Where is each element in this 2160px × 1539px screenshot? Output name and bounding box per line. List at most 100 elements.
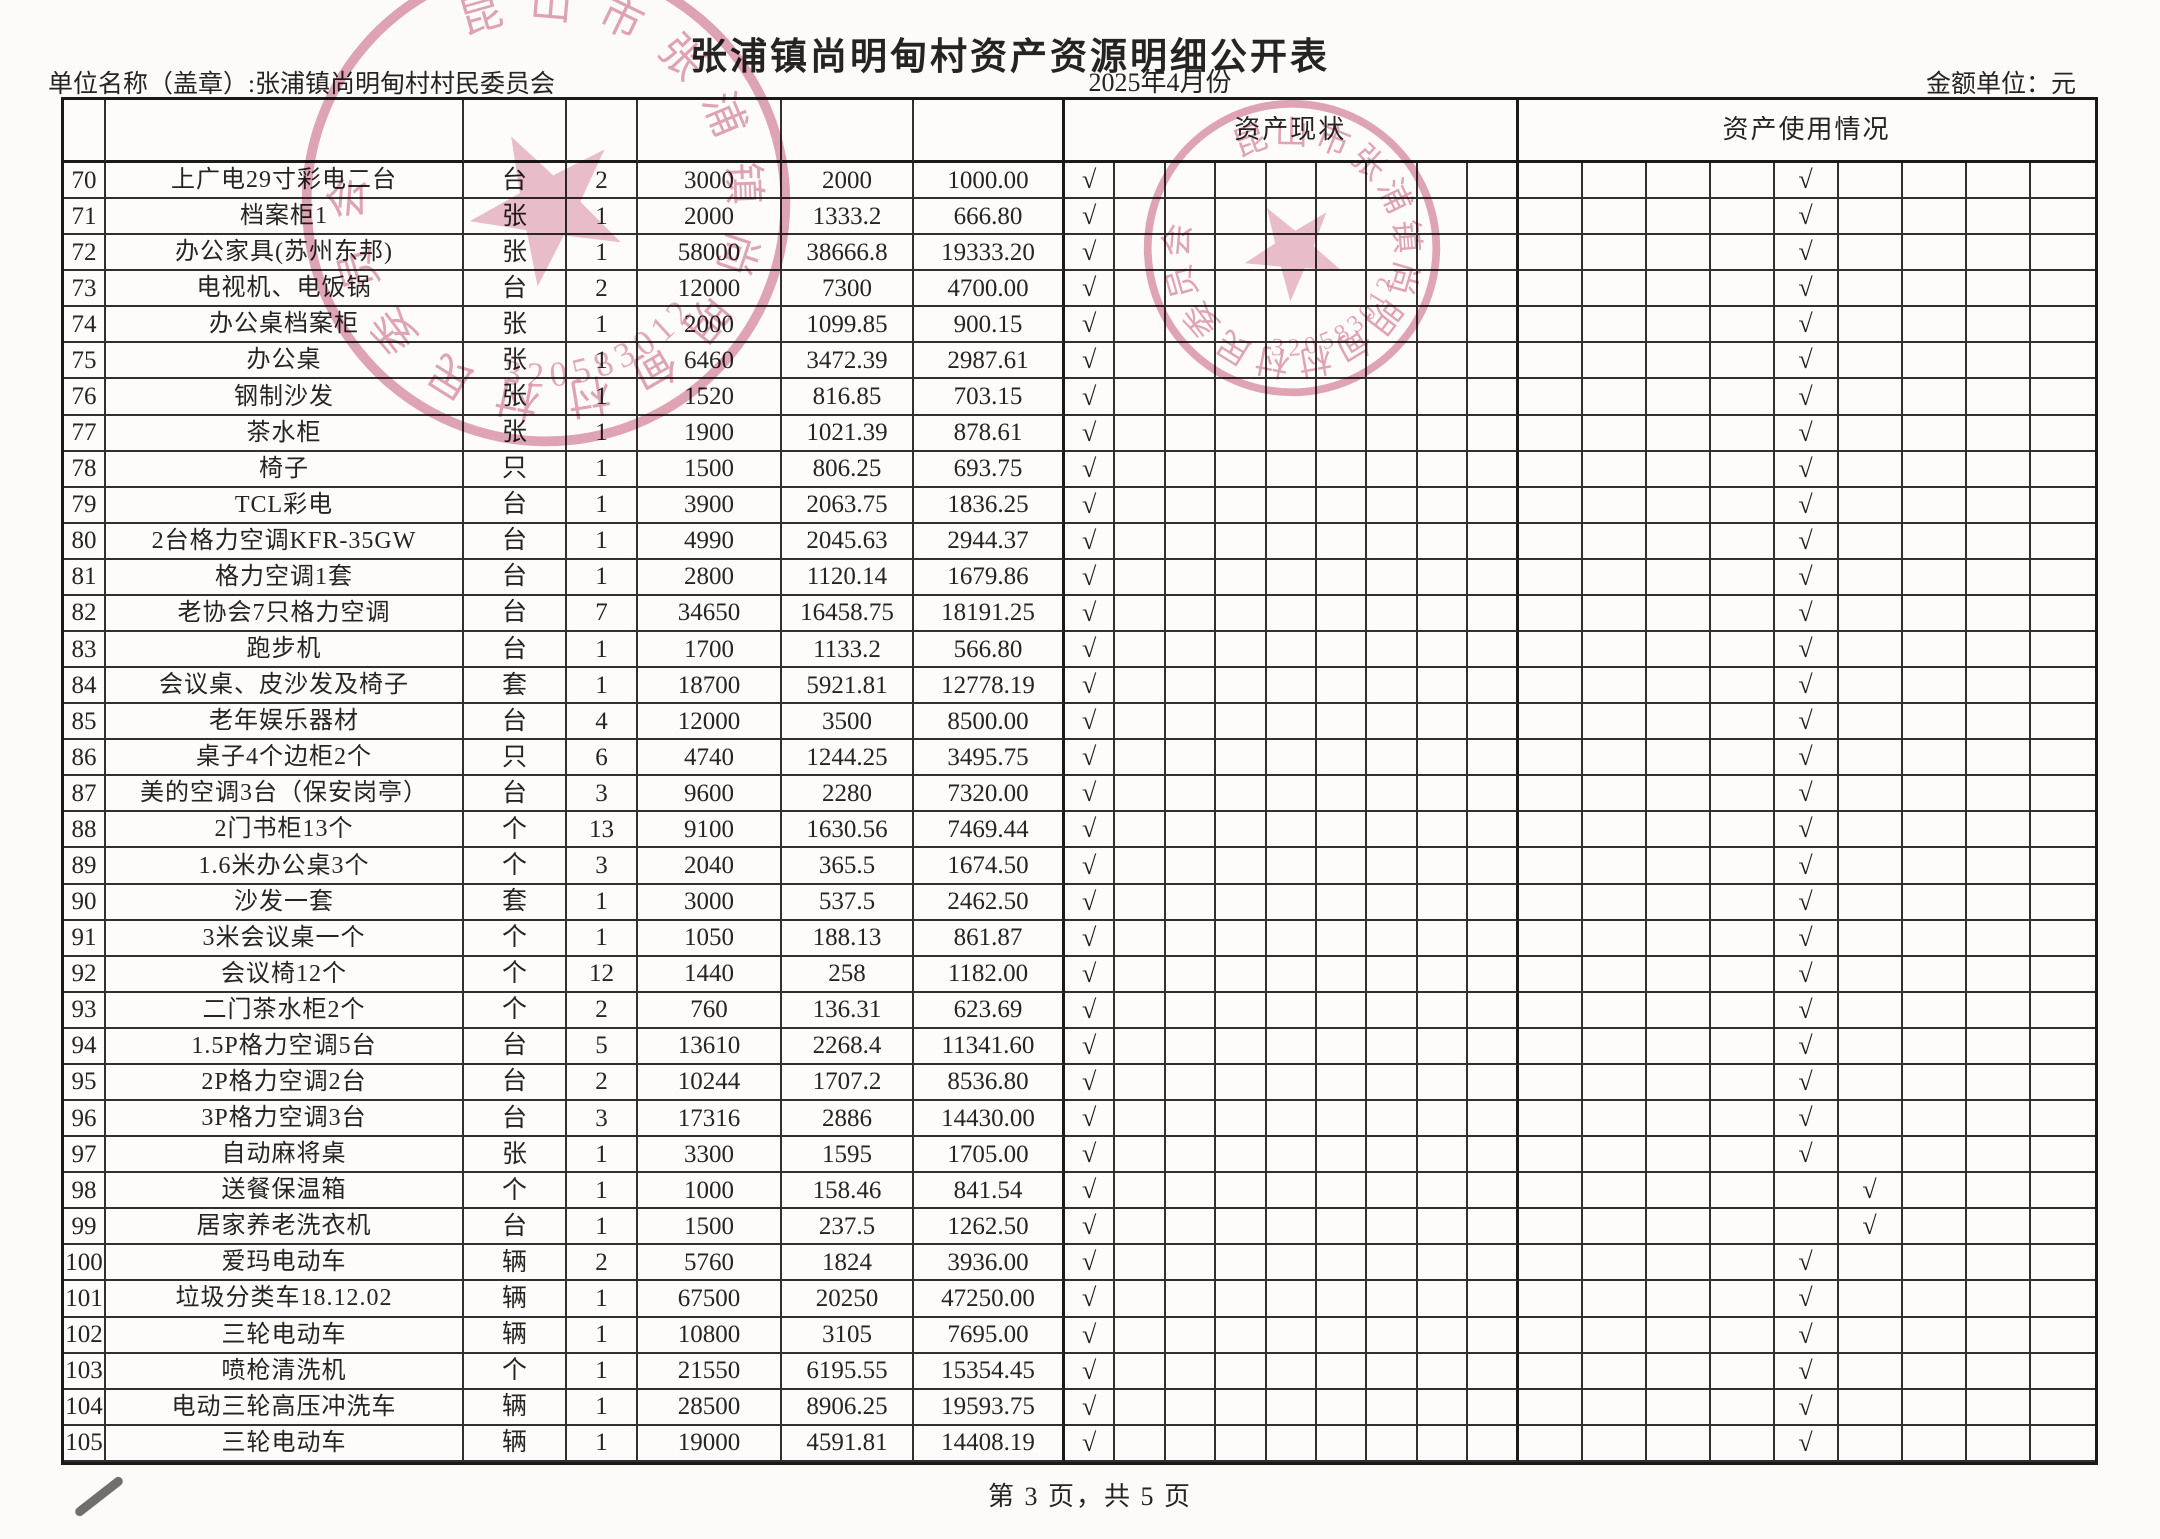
cell-usage-check [1646, 1389, 1711, 1426]
cell-usage-check [1710, 487, 1775, 524]
cell-original-value: 2040 [638, 848, 782, 885]
cell-usage-check [1902, 956, 1967, 993]
cell-usage-check [1966, 307, 2031, 344]
cell-usage-check [1582, 1389, 1647, 1426]
cell-depreciation: 237.5 [782, 1209, 914, 1246]
header-cell-unit [464, 100, 567, 163]
cell-quantity: 3 [567, 776, 638, 813]
cell-status-check [1115, 848, 1166, 885]
cell-usage-check [2030, 199, 2095, 236]
cell-usage-check: √ [1774, 992, 1839, 1029]
cell-usage-check [1710, 379, 1775, 416]
cell-status-check [1115, 307, 1166, 344]
cell-original-value: 10800 [638, 1317, 782, 1354]
cell-usage-check [1646, 776, 1711, 813]
cell-status-check [1266, 307, 1317, 344]
cell-status-check [1417, 271, 1469, 308]
cell-net-value: 7469.44 [914, 812, 1065, 849]
cell-status-check [1115, 271, 1166, 308]
cell-status-check [1367, 1425, 1418, 1462]
cell-usage-check [1646, 559, 1711, 596]
cell-status-check [1266, 1281, 1317, 1318]
cell-net-value: 19593.75 [914, 1389, 1065, 1426]
cell-status-check [1266, 271, 1317, 308]
cell-status-check [1266, 1101, 1317, 1138]
cell-status-check [1266, 487, 1317, 524]
cell-net-value: 7695.00 [914, 1317, 1065, 1354]
cell-usage-check: √ [1774, 523, 1839, 560]
cell-quantity: 1 [567, 343, 638, 380]
cell-usage-check [1646, 848, 1711, 885]
cell-status-check [1165, 776, 1217, 813]
cell-usage-check [1966, 920, 2031, 957]
cell-usage-check [1710, 415, 1775, 452]
cell-unit: 张 [464, 415, 567, 452]
cell-status-check [1165, 487, 1217, 524]
cell-quantity: 5 [567, 1028, 638, 1065]
cell-status-check [1468, 1281, 1519, 1318]
cell-quantity: 13 [567, 812, 638, 849]
cell-usage-check [1838, 415, 1903, 452]
header-cell-net [914, 100, 1065, 163]
cell-usage-check: √ [1774, 776, 1839, 813]
cell-status-check [1316, 1209, 1368, 1246]
cell-original-value: 760 [638, 992, 782, 1029]
cell-row-number: 85 [64, 704, 106, 741]
cell-unit: 台 [464, 595, 567, 633]
cell-status-check [1468, 199, 1519, 236]
cell-usage-check [1710, 235, 1775, 272]
cell-net-value: 19333.20 [914, 235, 1065, 272]
cell-usage-check [1646, 1209, 1711, 1246]
cell-usage-check [1902, 163, 1967, 200]
cell-status-check [1417, 632, 1469, 669]
cell-usage-check [1966, 812, 2031, 849]
cell-usage-check [1646, 415, 1711, 452]
cell-status-check [1316, 776, 1368, 813]
cell-usage-check [1838, 1137, 1903, 1174]
cell-row-number: 96 [64, 1101, 106, 1138]
cell-status-check [1165, 1209, 1217, 1246]
cell-asset-name: 1.6米办公桌3个 [106, 848, 464, 885]
cell-net-value: 878.61 [914, 415, 1065, 452]
cell-original-value: 2000 [638, 307, 782, 344]
cell-net-value: 15354.45 [914, 1353, 1065, 1390]
cell-status-check [1417, 451, 1469, 488]
cell-usage-check [1582, 848, 1647, 885]
cell-usage-check [1518, 523, 1583, 560]
cell-usage-check [1966, 992, 2031, 1029]
cell-usage-check [1646, 451, 1711, 488]
cell-row-number: 95 [64, 1064, 106, 1102]
cell-status-check [1367, 1245, 1418, 1282]
cell-usage-check [1710, 1101, 1775, 1138]
cell-usage-check [1966, 1137, 2031, 1174]
cell-depreciation: 806.25 [782, 451, 914, 488]
cell-usage-check [2030, 704, 2095, 741]
cell-usage-check [1966, 451, 2031, 488]
cell-usage-check [1902, 379, 1967, 416]
cell-usage-check [2030, 812, 2095, 849]
cell-unit: 张 [464, 235, 567, 272]
cell-usage-check [1710, 163, 1775, 200]
cell-status-check [1468, 1064, 1519, 1102]
cell-usage-check [1966, 415, 2031, 452]
cell-status-check [1165, 920, 1217, 957]
cell-usage-check [1518, 1245, 1583, 1282]
cell-unit: 个 [464, 920, 567, 957]
cell-status-check [1266, 1137, 1317, 1174]
cell-status-check [1266, 1245, 1317, 1282]
cell-status-check: √ [1065, 632, 1116, 669]
cell-quantity: 1 [567, 632, 638, 669]
cell-status-check [1216, 307, 1267, 344]
cell-usage-check [1710, 848, 1775, 885]
cell-status-check [1216, 1425, 1267, 1462]
cell-asset-name: 跑步机 [106, 632, 464, 669]
cell-status-check [1165, 992, 1217, 1029]
cell-usage-check [1838, 523, 1903, 560]
cell-quantity: 4 [567, 704, 638, 741]
cell-net-value: 623.69 [914, 992, 1065, 1029]
cell-depreciation: 38666.8 [782, 235, 914, 272]
cell-status-check [1367, 812, 1418, 849]
cell-status-check [1417, 704, 1469, 741]
cell-usage-check [1518, 704, 1583, 741]
cell-usage-check [1966, 343, 2031, 380]
